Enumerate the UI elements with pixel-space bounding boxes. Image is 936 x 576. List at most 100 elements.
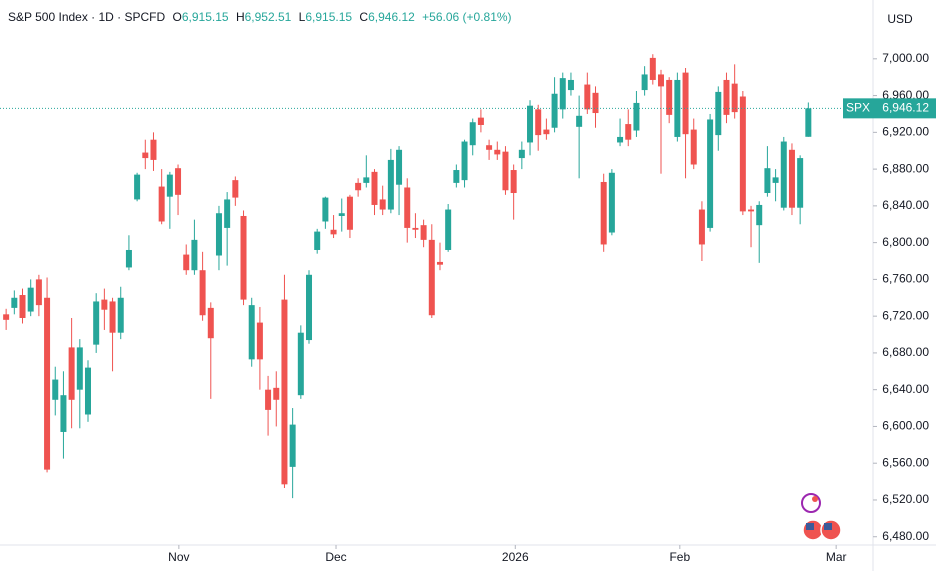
candle-body [477, 117, 484, 125]
candle-body [666, 79, 673, 115]
close-key: C [359, 10, 368, 24]
candle-body [428, 239, 435, 316]
price-label: 6,946.12 [882, 101, 929, 115]
candle-body [330, 229, 337, 235]
candle-body [166, 174, 173, 197]
candle-body [248, 305, 255, 360]
candle-body [502, 151, 509, 191]
y-tick-label: 6,880.00 [882, 161, 929, 175]
y-tick-label: 7,000.00 [882, 51, 929, 65]
event-icons[interactable] [801, 493, 842, 541]
x-tick-label: Feb [669, 550, 690, 564]
candle-body [35, 279, 42, 306]
candle-body [625, 124, 632, 140]
candle-body [780, 141, 787, 208]
candle-body [68, 347, 75, 400]
candle-body [649, 57, 656, 80]
candle-body [788, 149, 795, 208]
candle-body [363, 177, 370, 183]
low-key: L [299, 10, 306, 24]
candle-body [731, 83, 738, 113]
y-tick-label: 6,960.00 [882, 88, 929, 102]
candle-body [158, 186, 165, 222]
open-value: 6,915.15 [182, 10, 229, 24]
candle-body [698, 209, 705, 245]
event-dot [812, 496, 818, 502]
candle-body [518, 149, 525, 159]
candle-body [387, 159, 394, 210]
candle-body [44, 297, 51, 470]
candle-body [527, 105, 534, 143]
candle-body [224, 199, 231, 228]
candle-body [281, 299, 288, 485]
candle-body [322, 197, 329, 222]
candle-body [289, 424, 296, 467]
candle-body [715, 91, 722, 136]
price-badge [873, 98, 936, 119]
title: S&P 500 Index · 1D · SPCFD [8, 10, 166, 24]
candle-body [723, 79, 730, 115]
candle-body [125, 249, 132, 268]
candle-body [215, 213, 222, 256]
x-tick-label: Nov [168, 550, 189, 564]
candle-body [600, 181, 607, 245]
candle-body [756, 204, 763, 226]
candle-body [436, 261, 443, 265]
candle-body [109, 301, 116, 333]
candle-body [461, 141, 468, 181]
y-tick-label: 6,560.00 [882, 455, 929, 469]
y-tick-label: 6,480.00 [882, 529, 929, 543]
y-tick-label: 6,840.00 [882, 198, 929, 212]
candle-body [338, 213, 345, 216]
y-tick-label: 6,920.00 [882, 125, 929, 139]
candle-body [117, 297, 124, 333]
candle-body [617, 136, 624, 143]
x-tick-label: 2026 [502, 550, 529, 564]
symbol-badge [843, 98, 873, 119]
candle-body [355, 182, 362, 191]
candle-body [314, 231, 321, 250]
candle-body [175, 168, 182, 195]
y-tick-label: 6,600.00 [882, 419, 929, 433]
candle-body [256, 322, 263, 360]
candle-body [273, 387, 280, 400]
high-value: 6,952.51 [245, 10, 292, 24]
candle-body [551, 93, 558, 128]
y-tick-label: 6,760.00 [882, 272, 929, 286]
candle-body [404, 187, 411, 228]
flag-canton [824, 523, 832, 530]
y-tick-label: 6,520.00 [882, 492, 929, 506]
candle-body [60, 395, 67, 432]
candle-body [772, 177, 779, 183]
candle-body [559, 78, 566, 110]
candle-body [199, 270, 206, 316]
candle-body [690, 129, 697, 165]
flag-canton [806, 523, 814, 530]
candle-body [396, 149, 403, 185]
open-key: O [173, 10, 182, 24]
candle-body [134, 174, 141, 200]
high-key: H [236, 10, 245, 24]
candle-body [240, 215, 247, 300]
candle-body [469, 122, 476, 146]
change-value: +56.06 (+0.81%) [422, 10, 511, 24]
candle-body [584, 84, 591, 110]
candle-body [657, 74, 664, 87]
legend-header: S&P 500 Index · 1D · SPCFD O6,915.15 H6,… [8, 10, 512, 24]
candle-body [535, 109, 542, 136]
event-icon[interactable] [801, 493, 821, 513]
low-value: 6,915.15 [305, 10, 352, 24]
candle-body [297, 332, 304, 396]
candle-body [576, 115, 583, 127]
candle-body [19, 295, 26, 318]
candle-body [633, 102, 640, 131]
candle-body [101, 299, 108, 310]
y-tick-label: 6,800.00 [882, 235, 929, 249]
candle-body [797, 158, 804, 208]
candle-body [379, 199, 386, 210]
currency-label[interactable]: USD [887, 12, 913, 26]
candle-body [346, 196, 353, 230]
candle-body [592, 92, 599, 114]
x-tick-label: Mar [826, 550, 847, 564]
